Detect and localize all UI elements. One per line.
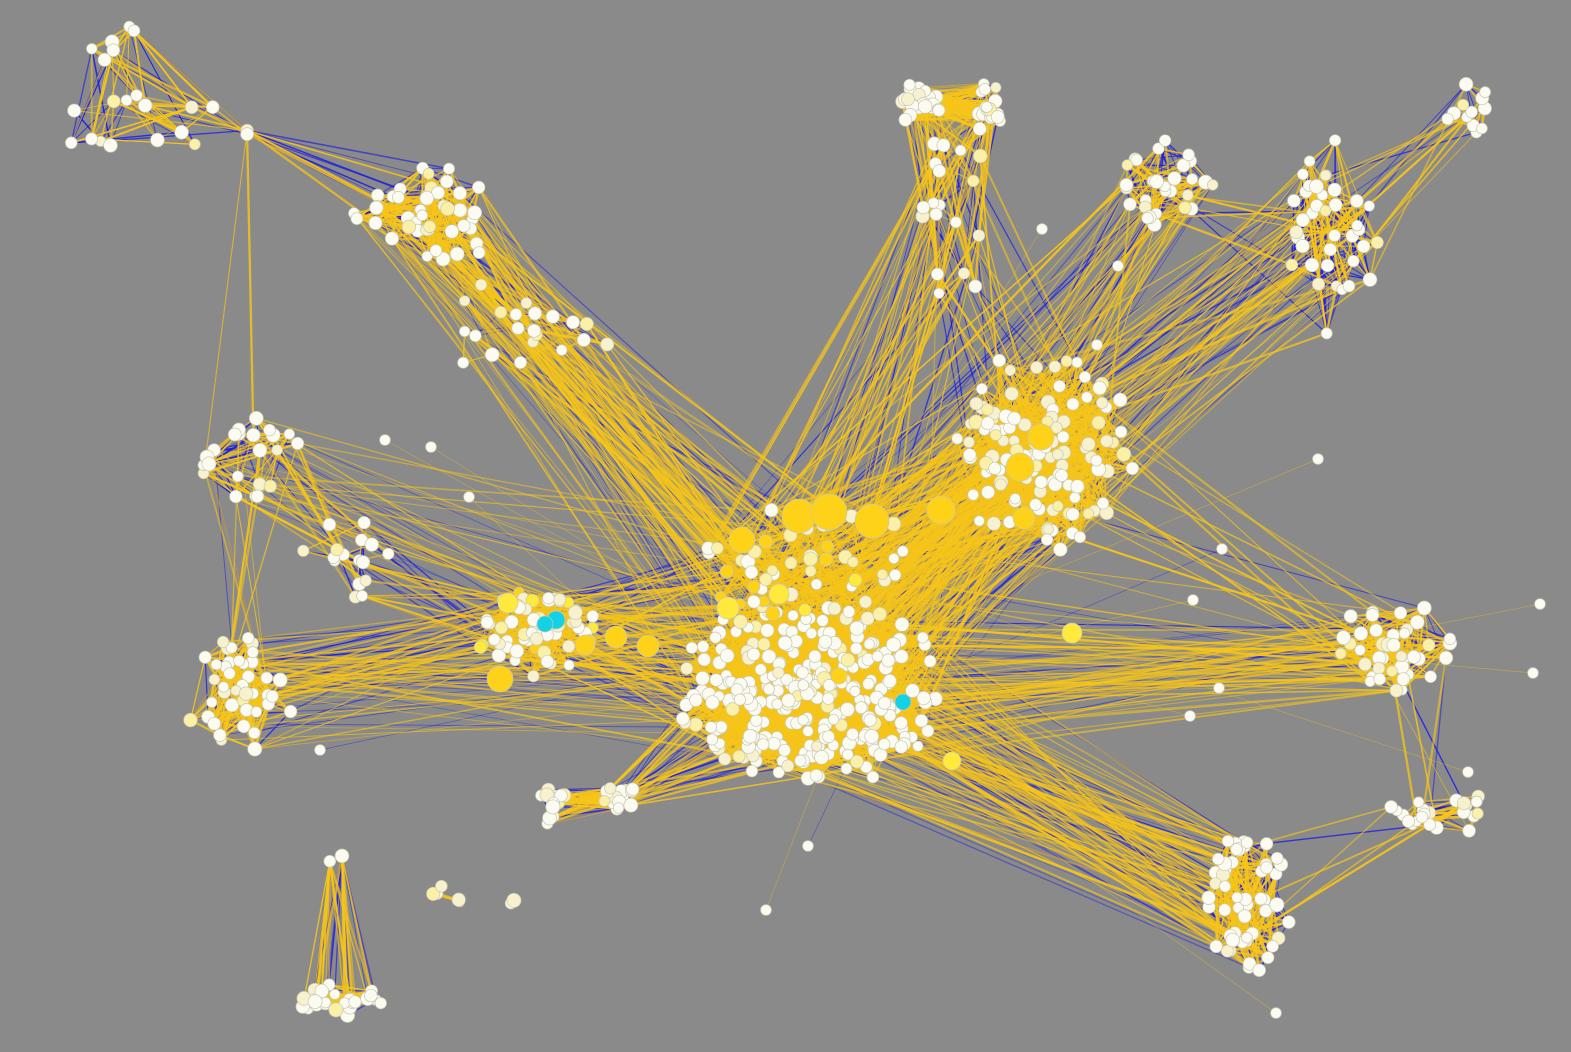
graph-edge-blue: [334, 560, 508, 642]
graph-edge-blue: [246, 130, 447, 182]
graph-edge-blue: [806, 190, 1166, 530]
graph-edge-blue: [1368, 83, 1467, 207]
graph-edge-blue: [1072, 184, 1214, 405]
graph-edge-yellow: [125, 99, 159, 141]
graph-edge-blue: [70, 48, 93, 143]
graph-edge-yellow: [113, 100, 183, 134]
graph-edge-blue: [994, 194, 1323, 431]
graph-edge-blue: [254, 711, 291, 750]
graph-edge-blue: [100, 99, 128, 142]
graph-edge-blue: [1335, 111, 1472, 206]
graph-edge-yellow: [421, 186, 480, 217]
graph-edge-yellow: [515, 313, 608, 346]
graph-edge-yellow: [1292, 160, 1311, 202]
graph-edge-blue: [204, 657, 209, 717]
graph-edge-yellow: [99, 26, 131, 142]
graph-edge-blue: [708, 273, 938, 554]
graph-edge-yellow: [126, 26, 130, 101]
graph-edge-yellow: [1315, 139, 1337, 187]
graph-edge-blue: [822, 619, 1408, 631]
graph-edge-blue: [1068, 513, 1425, 609]
graph-edge-blue: [568, 664, 684, 720]
graph-edge-yellow: [189, 666, 227, 721]
graph-edge-blue: [100, 129, 248, 142]
graph-edge-blue: [1429, 657, 1447, 825]
graph-edge-blue: [447, 208, 732, 682]
graph-edge-yellow: [90, 100, 115, 140]
graph-edge-yellow: [133, 30, 193, 108]
graph-edge-blue: [246, 129, 450, 170]
graph-edge-yellow: [400, 181, 447, 190]
graph-edge-yellow: [259, 433, 290, 485]
graph-edge-blue: [259, 483, 344, 555]
graph-edge-yellow: [133, 30, 214, 108]
graph-edge-yellow: [189, 657, 206, 721]
graph-edge-yellow: [144, 105, 196, 145]
graph-edge-blue: [341, 855, 368, 999]
graph-edge-yellow: [112, 49, 193, 108]
graph-edge-blue: [375, 222, 750, 659]
graph-edge-blue: [1244, 824, 1430, 847]
graph-edge-blue: [110, 100, 128, 146]
graph-edge-yellow: [133, 30, 147, 106]
graph-edge-yellow: [303, 522, 365, 552]
graph-edge-blue: [342, 554, 481, 648]
graph-edge-yellow: [1334, 140, 1378, 243]
